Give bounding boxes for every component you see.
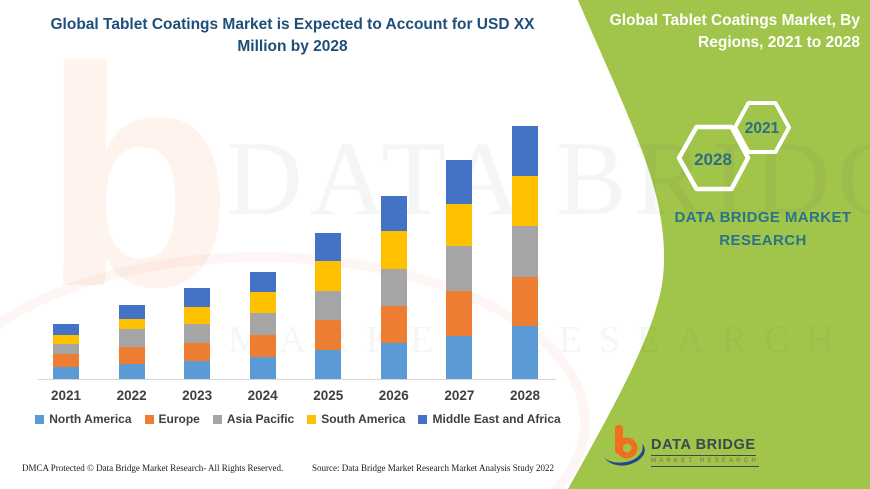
bar-segment-2026 [380,231,407,269]
bar-segment-2028 [512,326,538,379]
bar-segment-2027 [446,204,473,246]
legend-label: South America [321,412,406,426]
x-axis-line [38,379,556,380]
bar-segment-2025 [315,233,342,261]
bar-segment-2021 [53,344,79,354]
bar-segment-2022 [118,347,145,364]
legend-item: Europe [144,412,200,426]
bar-segment-2024 [249,272,276,292]
data-bridge-logo-icon [604,425,645,466]
bar-segment-2024 [249,357,276,379]
bar-segment-2023 [184,361,211,379]
bar-segment-2022 [118,329,145,347]
legend-label: Europe [158,412,200,426]
legend-label: North America [49,412,132,426]
bar-segment-2027 [446,246,473,291]
bar-segment-2028 [512,226,538,277]
bar-segment-2026 [380,269,407,306]
bar-segment-2024 [249,292,276,313]
x-axis-label: 2026 [378,388,409,403]
x-axis-label: 2028 [509,388,541,403]
company-logo: DATA BRIDGE MARKET RESEARCH [602,423,762,471]
logo-text-block: DATA BRIDGE MARKET RESEARCH [651,436,759,467]
hexagon-2021: 2021 [733,101,791,154]
bar-segment-2026 [380,196,407,231]
dmca-notice: DMCA Protected © Data Bridge Market Rese… [22,463,284,473]
legend-item: Middle East and Africa [418,412,561,426]
legend-swatch-icon [212,414,222,424]
bar-segment-2025 [315,261,342,291]
hexagon-2028: 2028 [676,124,751,192]
chart-legend: North America Europe Asia Pacific South Ame… [35,412,561,426]
bar-segment-2023 [184,324,211,343]
bar-segment-2023 [184,343,211,361]
bar-segment-2027 [446,336,473,379]
bar-segment-2021 [53,324,79,335]
brand-name-text: DATA BRIDGE MARKET RESEARCH [674,209,852,249]
bar-segment-2028 [512,126,538,176]
legend-item: South America [307,412,405,426]
bar-segment-2025 [315,291,342,320]
legend-item: North America [35,412,132,426]
bar-segment-2027 [446,160,473,204]
bar-segment-2026 [380,306,407,343]
bar-segment-2021 [53,354,79,367]
bar-segment-2025 [315,350,342,379]
x-axis-label: 2023 [182,388,213,403]
panel-title: Global Tablet Coatings Market, By Region… [609,12,860,52]
x-axis-label: 2022 [116,388,147,403]
bar-segment-2026 [380,343,407,379]
legend-swatch-icon [418,414,428,424]
x-axis-label: 2025 [313,388,344,403]
hexagon-2028-label: 2028 [694,150,732,169]
legend-swatch-icon [35,414,45,424]
bar-segment-2024 [249,335,276,357]
chart-title: Global Tablet Coatings Market is Expecte… [50,16,535,56]
legend-swatch-icon [307,414,317,424]
bar-segment-2022 [118,305,145,319]
legend-label: Middle East and Africa [432,412,561,426]
bar-segment-2025 [315,320,342,350]
hexagon-2021-label: 2021 [745,120,780,137]
bar-segment-2022 [118,364,145,379]
bar-segment-2021 [53,367,79,379]
bar-segment-2023 [184,307,211,324]
x-axis-label: 2027 [444,388,475,403]
bar-segment-2028 [512,176,538,226]
legend-item: Asia Pacific [212,412,295,426]
bar-segment-2028 [512,277,538,326]
logo-subtitle: MARKET RESEARCH [651,458,759,467]
x-axis-label: 2021 [50,388,82,403]
bar-segment-2023 [184,288,211,307]
bar-segment-2022 [118,319,145,329]
bar-segment-2027 [446,291,473,336]
source-note: Source: Data Bridge Market Research Mark… [312,463,554,473]
x-axis-label: 2024 [247,388,278,403]
bar-segment-2024 [249,313,276,335]
legend-label: Asia Pacific [226,412,295,426]
legend-swatch-icon [144,414,154,424]
bar-segment-2021 [53,335,79,344]
logo-name: DATA BRIDGE [651,437,756,456]
